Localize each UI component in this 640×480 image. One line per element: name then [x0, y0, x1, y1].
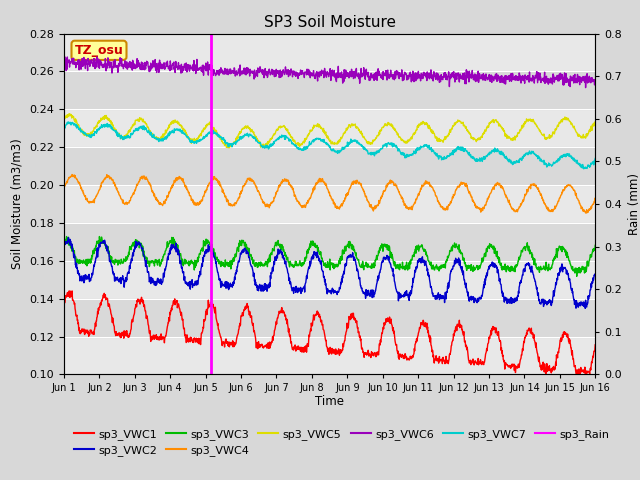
Y-axis label: Soil Moisture (m3/m3): Soil Moisture (m3/m3): [11, 139, 24, 269]
sp3_VWC5: [413, 127, 420, 132]
sp3_VWC6: [582, 85, 589, 91]
sp3_VWC6: [412, 74, 420, 80]
sp3_VWC5: [166, 123, 173, 129]
sp3_VWC5: [239, 126, 246, 132]
sp3_VWC5: [225, 145, 233, 151]
sp3_VWC2: [581, 305, 589, 311]
sp3_VWC3: [179, 256, 186, 262]
Title: SP3 Soil Moisture: SP3 Soil Moisture: [264, 15, 396, 30]
sp3_VWC7: [591, 156, 599, 161]
sp3_VWC6: [179, 64, 186, 70]
Text: TZ_osu: TZ_osu: [75, 44, 124, 57]
sp3_VWC4: [68, 172, 76, 178]
sp3_VWC5: [482, 128, 490, 134]
sp3_VWC3: [166, 238, 173, 244]
sp3_VWC3: [591, 242, 599, 248]
sp3_VWC4: [238, 188, 246, 194]
sp3_VWC1: [166, 318, 173, 324]
Line: sp3_VWC1: sp3_VWC1: [64, 291, 595, 374]
sp3_VWC6: [591, 77, 599, 83]
sp3_VWC1: [179, 317, 186, 323]
sp3_VWC7: [65, 119, 72, 125]
sp3_VWC5: [529, 119, 537, 125]
sp3_VWC2: [412, 264, 420, 270]
sp3_VWC7: [238, 134, 246, 140]
sp3_VWC6: [482, 78, 490, 84]
sp3_VWC2: [166, 248, 173, 254]
sp3_VWC4: [591, 195, 599, 201]
sp3_VWC1: [60, 302, 68, 308]
sp3_VWC6: [238, 68, 246, 74]
Line: sp3_VWC3: sp3_VWC3: [64, 237, 595, 276]
sp3_VWC2: [65, 235, 72, 240]
sp3_VWC2: [179, 269, 186, 275]
Bar: [64, 223, 595, 261]
sp3_VWC5: [591, 120, 599, 125]
sp3_VWC4: [482, 202, 490, 208]
sp3_VWC3: [529, 252, 536, 257]
Bar: [64, 72, 595, 109]
sp3_VWC7: [482, 155, 490, 160]
sp3_VWC3: [482, 253, 490, 259]
Bar: [64, 147, 595, 185]
sp3_VWC1: [65, 288, 73, 294]
sp3_VWC2: [529, 268, 536, 274]
sp3_VWC1: [529, 331, 536, 336]
sp3_VWC5: [60, 114, 68, 120]
sp3_VWC7: [412, 150, 420, 156]
sp3_VWC7: [166, 132, 173, 137]
sp3_VWC6: [166, 63, 173, 69]
sp3_VWC4: [582, 210, 590, 216]
sp3_VWC1: [238, 313, 246, 319]
sp3_VWC5: [179, 126, 186, 132]
sp3_VWC4: [166, 190, 173, 195]
sp3_VWC7: [179, 130, 186, 135]
sp3_VWC3: [573, 274, 580, 279]
sp3_VWC2: [591, 271, 599, 277]
sp3_VWC7: [60, 124, 68, 130]
sp3_VWC1: [591, 342, 599, 348]
Legend: sp3_VWC1, sp3_VWC2, sp3_VWC3, sp3_VWC4, sp3_VWC5, sp3_VWC6, sp3_VWC7, sp3_Rain: sp3_VWC1, sp3_VWC2, sp3_VWC3, sp3_VWC4, …: [70, 424, 614, 460]
sp3_VWC6: [61, 54, 68, 60]
Line: sp3_VWC4: sp3_VWC4: [64, 175, 595, 213]
Bar: [64, 299, 595, 336]
sp3_VWC2: [60, 242, 68, 248]
Line: sp3_VWC6: sp3_VWC6: [64, 57, 595, 88]
sp3_VWC4: [412, 197, 420, 203]
sp3_VWC2: [482, 277, 490, 283]
sp3_VWC1: [412, 339, 420, 345]
Y-axis label: Rain (mm): Rain (mm): [628, 173, 640, 235]
X-axis label: Time: Time: [315, 395, 344, 408]
Line: sp3_VWC2: sp3_VWC2: [64, 238, 595, 308]
sp3_VWC3: [412, 250, 420, 256]
sp3_VWC1: [482, 351, 490, 357]
sp3_VWC4: [529, 181, 536, 187]
Line: sp3_VWC5: sp3_VWC5: [64, 114, 595, 148]
Line: sp3_VWC7: sp3_VWC7: [64, 122, 595, 169]
sp3_VWC7: [580, 166, 588, 172]
sp3_VWC6: [60, 58, 68, 64]
sp3_VWC5: [65, 111, 73, 117]
sp3_VWC4: [179, 178, 186, 184]
sp3_VWC3: [60, 241, 68, 247]
sp3_VWC3: [238, 237, 246, 243]
sp3_VWC2: [238, 248, 246, 254]
sp3_VWC4: [60, 185, 68, 191]
sp3_VWC7: [529, 149, 536, 155]
sp3_VWC6: [529, 76, 536, 82]
sp3_VWC1: [574, 372, 582, 377]
sp3_VWC3: [95, 234, 103, 240]
